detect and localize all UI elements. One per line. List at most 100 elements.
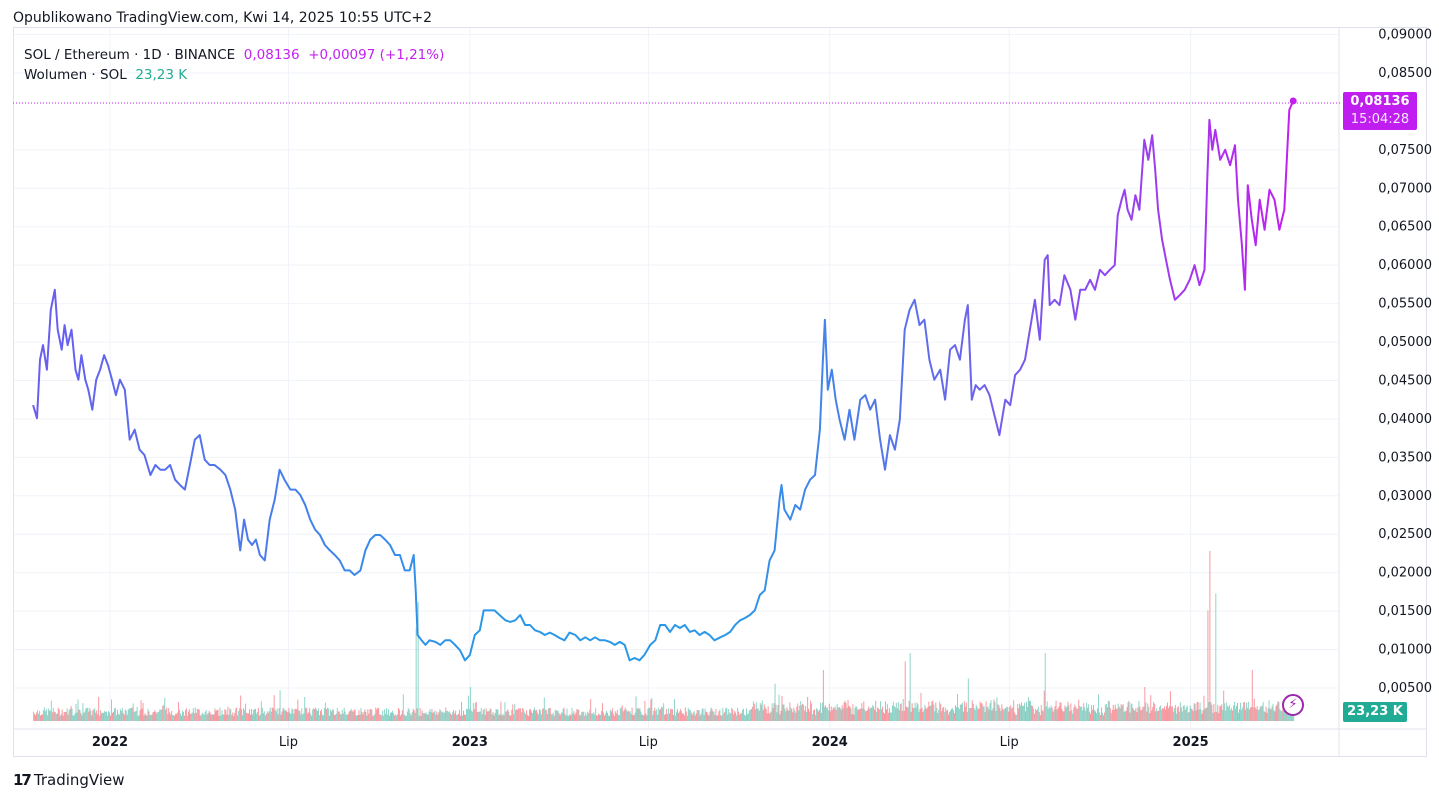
- published-info: Opublikowano TradingView.com, Kwi 14, 20…: [13, 10, 433, 26]
- volume-bar: [261, 707, 263, 721]
- volume-bar: [749, 709, 751, 721]
- volume-bar: [645, 713, 647, 721]
- volume-bar: [1187, 712, 1189, 721]
- volume-bar: [777, 705, 779, 721]
- volume-bar: [149, 715, 151, 721]
- volume-bar: [1016, 714, 1018, 721]
- volume-bar: [931, 701, 933, 721]
- volume-bar: [68, 710, 70, 721]
- volume-bar: [587, 711, 589, 721]
- volume-bar: [1285, 709, 1287, 721]
- volume-bar: [617, 714, 619, 721]
- volume-bar: [59, 715, 61, 721]
- volume-bar: [550, 714, 552, 721]
- volume-bar: [938, 709, 940, 721]
- volume-bar: [478, 711, 480, 721]
- volume-bar: [469, 687, 471, 721]
- volume-bar: [751, 706, 753, 721]
- volume-bar: [377, 708, 379, 721]
- volume-bar: [351, 710, 353, 721]
- volume-bar: [978, 708, 980, 721]
- volume-bar: [1075, 706, 1077, 721]
- volume-bar: [497, 709, 499, 721]
- volume-bar: [849, 706, 851, 721]
- y-tick-label: 0,02000: [1378, 566, 1432, 581]
- volume-bar: [65, 711, 67, 721]
- lightning-icon[interactable]: ⚡: [1282, 694, 1304, 716]
- volume-bar: [356, 715, 358, 721]
- volume-bar: [696, 709, 698, 721]
- y-tick-label: 0,01000: [1378, 643, 1432, 658]
- volume-bar: [202, 713, 204, 721]
- volume-bar: [831, 709, 833, 721]
- volume-bar: [432, 712, 434, 721]
- volume-bar: [656, 709, 658, 721]
- volume-bar: [100, 710, 102, 721]
- volume-bar: [1109, 707, 1111, 721]
- volume-bar: [1070, 703, 1072, 721]
- volume-bar: [726, 707, 728, 721]
- volume-bar: [929, 706, 931, 721]
- volume-bar: [639, 708, 641, 721]
- volume-bar: [63, 712, 65, 721]
- volume-bar: [659, 709, 661, 721]
- volume-bar: [441, 712, 443, 721]
- volume-bar: [481, 714, 483, 721]
- volume-bar: [646, 715, 648, 721]
- volume-bar: [112, 711, 114, 721]
- volume-bar: [325, 709, 327, 721]
- volume-bar: [568, 715, 570, 721]
- volume-bar: [1186, 705, 1188, 721]
- volume-bar: [653, 710, 655, 721]
- volume-bar: [920, 692, 922, 721]
- volume-bar: [789, 702, 791, 721]
- volume-bar: [173, 715, 175, 721]
- volume-bar: [778, 694, 780, 721]
- volume-bar: [305, 707, 307, 721]
- volume-bar: [648, 707, 650, 721]
- volume-bar: [1157, 710, 1159, 721]
- volume-bar: [765, 709, 767, 721]
- volume-bar: [1059, 702, 1061, 721]
- volume-bar: [597, 715, 599, 721]
- volume-bar: [941, 711, 943, 721]
- volume-bar: [1079, 705, 1081, 721]
- volume-bar: [672, 709, 674, 721]
- volume-bar: [244, 710, 246, 721]
- volume-bar: [1229, 704, 1231, 721]
- volume-bar: [320, 710, 322, 721]
- volume-bar: [1168, 706, 1170, 721]
- volume-title[interactable]: Wolumen · SOL: [24, 67, 127, 83]
- volume-bar: [513, 714, 515, 721]
- volume-bar: [899, 703, 901, 721]
- volume-bar: [825, 707, 827, 721]
- volume-bar: [618, 715, 620, 721]
- volume-bar: [964, 706, 966, 721]
- volume-bar: [89, 708, 91, 721]
- volume-bar: [183, 715, 185, 721]
- volume-bar: [956, 693, 958, 721]
- volume-bar: [279, 690, 281, 721]
- tradingview-logo[interactable]: 17 TradingView: [13, 771, 125, 789]
- volume-bar: [868, 706, 870, 721]
- volume-bar: [1110, 712, 1112, 721]
- volume-bar: [474, 702, 476, 721]
- volume-bar: [429, 709, 431, 721]
- volume-bar: [1195, 710, 1197, 721]
- volume-bar: [828, 703, 830, 721]
- volume-bar: [650, 699, 652, 721]
- volume-bar: [664, 714, 666, 721]
- volume-bar: [248, 713, 250, 721]
- volume-bar: [802, 703, 804, 721]
- volume-bar: [1082, 710, 1084, 721]
- symbol-title[interactable]: SOL / Ethereum · 1D · BINANCE: [24, 47, 236, 63]
- volume-bar: [917, 704, 919, 721]
- volume-bar: [890, 712, 892, 721]
- volume-bar: [363, 711, 365, 721]
- y-tick-label: 0,08500: [1378, 66, 1432, 81]
- volume-bar: [516, 709, 518, 721]
- volume-bar: [979, 701, 981, 721]
- volume-bar: [1177, 706, 1179, 721]
- volume-bar: [725, 708, 727, 721]
